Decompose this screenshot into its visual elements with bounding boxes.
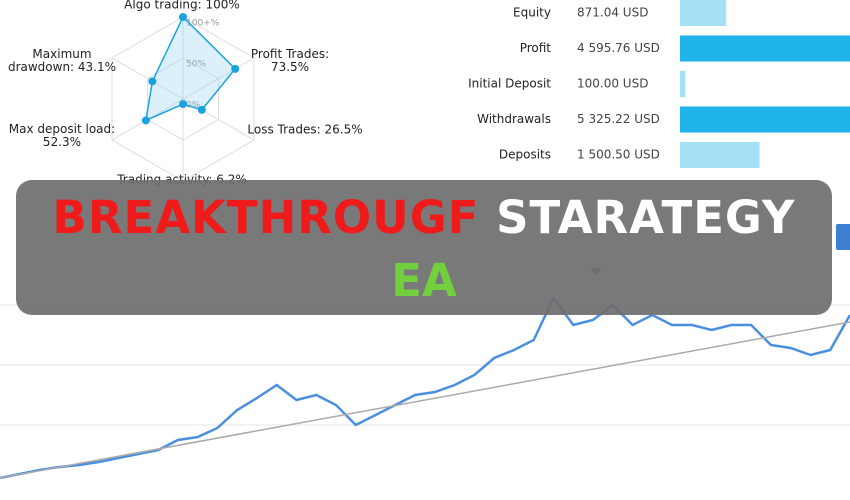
banner-subtitle: EA [391,254,457,307]
radar-spoke [182,98,255,141]
radar-label: Loss Trades: 26.5% [247,122,363,137]
banner: BREAKTHROUGF STARATEGY EA [16,180,832,315]
bar [680,71,686,97]
radar-point [231,64,240,73]
bar-label: Profit [520,41,552,55]
banner-word: STARATEGY [496,191,796,244]
bar-label: Withdrawals [477,112,551,126]
radar-label: Maximum drawdown: 43.1% [7,47,117,74]
banner-word: BREAKTHROUGF [52,191,480,244]
radar-area [144,15,237,122]
radar-tick-label: 50% [186,60,206,70]
radar-point [179,100,187,109]
bar-value-label: 100.00 USD [577,77,648,91]
bar [680,0,727,26]
bar-value-label: 871.04 USD [577,6,648,20]
button[interactable] [836,224,850,250]
bar-label: Initial Deposit [468,77,551,91]
radar-label: Profit Trades: 73.5% [250,47,330,74]
bar-label: Equity [513,6,551,20]
bar-value-label: 1 500.50 USD [577,148,660,162]
banner-line: BREAKTHROUGF STARATEGY [16,195,832,240]
bar-value-label: 5 325.22 USD [577,112,660,126]
radar-label: Max deposit load: 52.3% [8,122,116,149]
radar-spoke [182,57,255,100]
trend-line [0,321,850,479]
bar-value-label: 4 595.76 USD [577,41,660,55]
radar-spoke [111,57,184,100]
bar [680,106,850,133]
bar [680,35,850,62]
radar-point [148,77,157,86]
radar-point [141,116,150,125]
radar-point [179,13,187,21]
balance-line [0,295,850,480]
radar-point [197,105,206,114]
bar [680,142,760,168]
radar-tick-label: 100+% [186,19,220,29]
bar-label: Deposits [499,148,551,162]
radar-label: Algo trading: 100% [124,0,240,12]
